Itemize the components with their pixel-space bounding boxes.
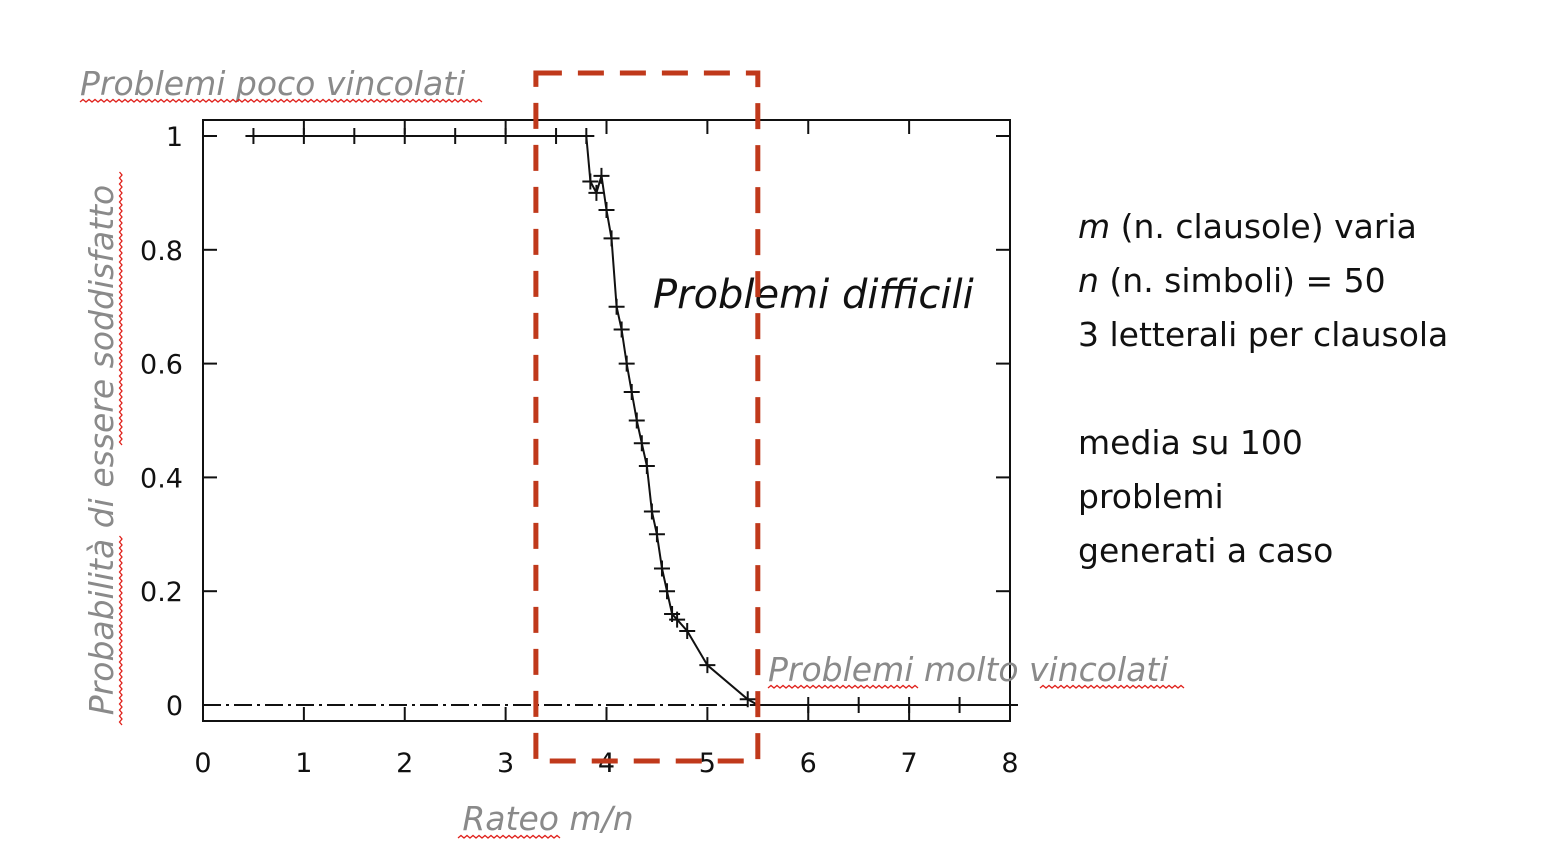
note-line-average: media su 100 xyxy=(1078,423,1303,462)
y-tick-label: 0.2 xyxy=(140,577,183,608)
data-point-plus xyxy=(497,128,514,144)
x-tick-label: 2 xyxy=(396,748,413,779)
spellcheck-underline xyxy=(79,98,483,103)
x-axis-label: Rateo m/n xyxy=(462,799,633,838)
y-tick-label: 0.6 xyxy=(140,350,183,381)
x-tick-label: 0 xyxy=(194,748,211,779)
data-point-plus xyxy=(669,611,686,628)
note-m-text: (n. clausole) varia xyxy=(1110,207,1417,246)
y-tick-label: 0.8 xyxy=(140,236,183,267)
data-point-plus xyxy=(346,128,363,144)
data-point-plus xyxy=(800,697,817,713)
spellcheck-underline xyxy=(767,684,1185,689)
data-point-plus xyxy=(648,526,665,543)
x-tick-label: 6 xyxy=(800,748,817,779)
x-tick-label: 8 xyxy=(1001,748,1018,779)
x-tick-label: 1 xyxy=(295,748,312,779)
spellcheck-underline xyxy=(457,834,561,839)
data-point-plus xyxy=(679,623,696,640)
x-tick-label: 7 xyxy=(901,748,918,779)
data-point-plus xyxy=(628,412,645,429)
x-tick-label: 3 xyxy=(497,748,514,779)
experiment-notes: m (n. clausole) varia n (n. simboli) = 5… xyxy=(1078,200,1448,578)
data-point-plus xyxy=(623,384,640,401)
data-point-plus xyxy=(603,230,620,247)
y-tick-label: 1 xyxy=(166,122,183,153)
data-point-plus xyxy=(598,201,615,218)
data-point-plus xyxy=(548,128,565,144)
y-tick-label: 0 xyxy=(166,691,183,722)
data-point-plus xyxy=(901,697,918,713)
data-point-plus xyxy=(295,128,312,144)
data-point-plus xyxy=(447,128,464,144)
data-point-plus xyxy=(245,128,262,144)
data-point-plus xyxy=(633,435,650,452)
data-point-plus xyxy=(396,128,413,144)
data-point-plus xyxy=(578,128,595,144)
data-point-plus xyxy=(593,167,610,184)
data-point-plus xyxy=(739,691,756,708)
data-point-plus xyxy=(643,503,660,520)
y-axis-label: Probabilità di essere soddisfatto xyxy=(82,185,121,715)
y-tick-labels: 0 0.2 0.4 0.6 0.8 1 xyxy=(140,122,183,722)
note-line-m: m (n. clausole) varia xyxy=(1078,200,1448,254)
note-line-n: n (n. simboli) = 50 xyxy=(1078,254,1448,308)
spellcheck-underline xyxy=(118,171,123,726)
note-var-m: m xyxy=(1078,207,1111,246)
data-point-plus xyxy=(951,697,968,713)
annotation-bottom-right: Problemi molto vincolati xyxy=(768,650,1168,689)
note-line-problems: problemi xyxy=(1078,477,1224,516)
data-point-plus xyxy=(659,583,676,600)
data-point-plus xyxy=(653,560,670,577)
note-gap xyxy=(1078,362,1448,416)
data-point-plus xyxy=(608,298,625,315)
note-var-n: n xyxy=(1078,261,1099,300)
note-n-text: (n. simboli) = 50 xyxy=(1098,261,1386,300)
data-point-plus xyxy=(1002,697,1018,713)
data-point-plus xyxy=(699,657,716,674)
data-point-plus xyxy=(613,321,630,338)
data-point-plus xyxy=(850,697,867,713)
y-tick-label: 0.4 xyxy=(140,463,183,494)
note-line-random: generati a caso xyxy=(1078,531,1334,570)
note-line-literals: 3 letterali per clausola xyxy=(1078,315,1449,354)
x-tick-label: 5 xyxy=(699,748,716,779)
data-point-plus xyxy=(638,458,655,475)
highlight-region-label: Problemi difficili xyxy=(653,272,974,318)
data-series xyxy=(245,128,1018,713)
data-point-plus xyxy=(618,355,635,372)
hard-problems-region xyxy=(533,70,761,764)
data-point-plus xyxy=(582,173,599,190)
data-point-plus xyxy=(588,184,605,201)
annotation-top-left: Problemi poco vincolati xyxy=(80,64,465,103)
